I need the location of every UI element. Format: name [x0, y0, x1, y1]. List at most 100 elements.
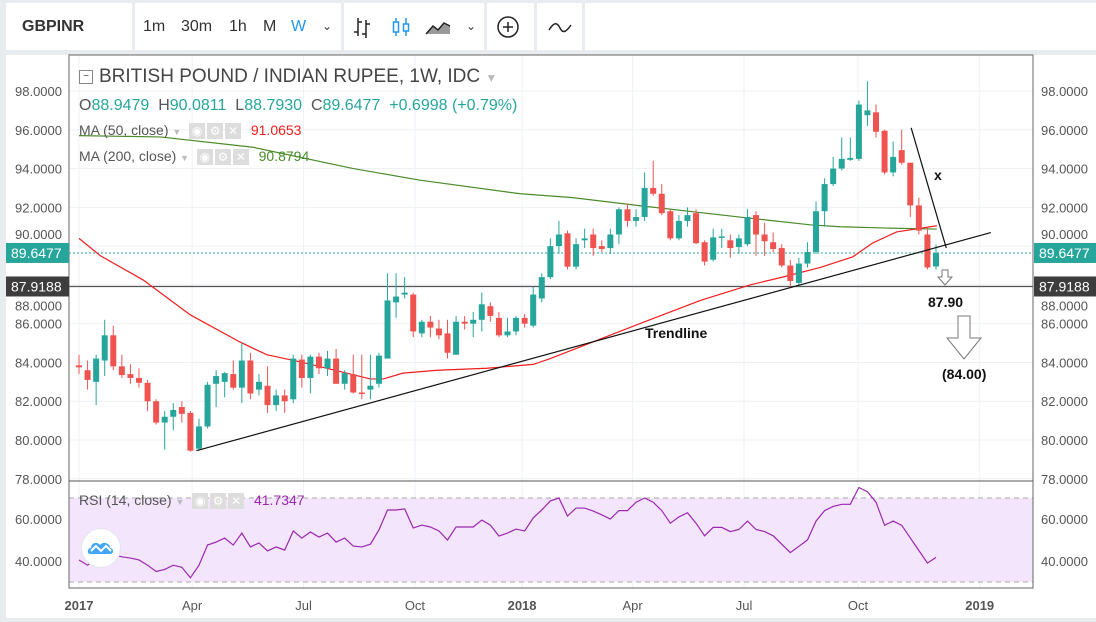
candle-body: [513, 317, 520, 332]
interval-week[interactable]: W: [291, 18, 307, 35]
price-axis-label-left: 84.0000: [15, 355, 62, 370]
candle: [195, 418, 202, 451]
candle: [127, 364, 134, 384]
candle: [384, 273, 391, 359]
candle-body: [118, 366, 125, 376]
candle-body: [813, 211, 820, 252]
annotation-target: (84.00): [942, 366, 986, 382]
divider: [341, 3, 344, 50]
symbol-search[interactable]: GBPINR: [22, 18, 85, 35]
candle-body: [735, 238, 742, 248]
chart-type-chevron-down-icon[interactable]: ⌄: [466, 19, 477, 33]
candle-body: [898, 150, 905, 163]
collapse-legend-icon[interactable]: −: [79, 69, 93, 84]
candle: [864, 81, 871, 126]
candle: [555, 220, 562, 254]
ma200-chevron-down-icon[interactable]: ▼: [180, 153, 190, 163]
candle: [915, 197, 922, 235]
interval-month[interactable]: M: [263, 18, 277, 35]
candle-body: [693, 213, 700, 244]
candle: [333, 348, 340, 384]
candle: [453, 315, 460, 355]
ma50-close-icon[interactable]: ✕: [225, 123, 242, 140]
annotation-x: x: [934, 167, 942, 183]
interval-chevron-down-icon[interactable]: ⌄: [322, 19, 333, 33]
interval-1m[interactable]: 1m: [143, 18, 166, 35]
candles-chart-icon[interactable]: [390, 16, 412, 38]
candle-body: [76, 365, 82, 368]
candle: [93, 354, 100, 406]
candle-body: [658, 193, 665, 214]
candle: [830, 156, 837, 187]
candle-body: [384, 300, 391, 359]
change-value: +0.6998 (+0.79%): [389, 97, 518, 114]
candle: [898, 129, 905, 165]
candle: [410, 292, 417, 338]
ma200-label[interactable]: MA (200, close): [79, 148, 177, 164]
candle-body: [521, 317, 528, 324]
ma50-value: 91.0653: [250, 122, 302, 138]
candle-body: [375, 355, 382, 384]
candle: [495, 312, 502, 338]
candle: [795, 257, 802, 287]
candle: [538, 273, 545, 303]
candle: [667, 209, 674, 241]
last-price-tag-right-text: 89.6477: [1039, 245, 1090, 261]
candle: [324, 350, 331, 377]
price-axis-label-left: 86.0000: [15, 317, 62, 332]
candle-body: [135, 377, 142, 383]
support-price-tag-left: [6, 276, 69, 297]
interval-30m[interactable]: 30m: [181, 18, 213, 35]
candle-body: [298, 359, 305, 378]
area-chart-icon[interactable]: [425, 16, 451, 38]
price-axis-label-left: 96.0000: [15, 123, 62, 138]
ma50-label[interactable]: MA (50, close): [79, 122, 169, 138]
brand-logo[interactable]: [81, 528, 121, 568]
price-axis-label-left: 98.0000: [15, 84, 62, 99]
candle: [375, 352, 382, 388]
ma200-gear-icon[interactable]: ⚙: [214, 149, 231, 166]
downtrend-line: [910, 127, 947, 249]
ma200-eye-icon[interactable]: ◉: [196, 149, 213, 166]
indicators-wave-icon[interactable]: [547, 17, 573, 37]
title-chevron-down-icon[interactable]: ▼: [485, 71, 498, 85]
candle-body: [84, 370, 91, 380]
rsi-chevron-down-icon[interactable]: ▼: [175, 497, 185, 507]
ma50-gear-icon[interactable]: ⚙: [207, 123, 224, 140]
rsi-label[interactable]: RSI (14, close): [79, 492, 172, 508]
price-axis-label-right: 80.0000: [1041, 433, 1088, 448]
candle-body: [290, 358, 297, 400]
interval-1h[interactable]: 1h: [229, 18, 247, 35]
open-label: O: [79, 97, 92, 114]
ma50-chevron-down-icon[interactable]: ▼: [172, 127, 182, 137]
add-indicator-plus-icon[interactable]: [496, 15, 520, 39]
candle-body: [170, 409, 177, 417]
candle-body: [333, 358, 340, 384]
candle-body: [624, 209, 631, 221]
candle: [710, 228, 717, 262]
candle: [298, 354, 305, 388]
candle-body: [93, 358, 100, 382]
rsi-close-icon[interactable]: ✕: [228, 493, 245, 510]
candle-body: [933, 252, 939, 267]
ma50-eye-icon[interactable]: ◉: [189, 123, 206, 140]
rsi-eye-icon[interactable]: ◉: [192, 493, 209, 510]
candle: [727, 234, 734, 258]
candle-body: [650, 187, 657, 194]
candle-body: [101, 335, 108, 361]
candle-body: [273, 395, 280, 406]
candle-body: [675, 220, 682, 239]
time-axis-label: Jul: [295, 598, 312, 613]
ma200-close-icon[interactable]: ✕: [232, 149, 249, 166]
candle: [230, 360, 237, 390]
bars-chart-icon[interactable]: [351, 16, 373, 38]
candle-body: [804, 251, 811, 264]
candle-body: [890, 156, 897, 173]
support-price-tag-right: [1034, 276, 1096, 297]
rsi-gear-icon[interactable]: ⚙: [210, 493, 227, 510]
candle: [247, 352, 254, 400]
time-axis-label: Apr: [623, 598, 644, 613]
candle-body: [547, 246, 554, 278]
time-axis-label: Jul: [736, 598, 753, 613]
